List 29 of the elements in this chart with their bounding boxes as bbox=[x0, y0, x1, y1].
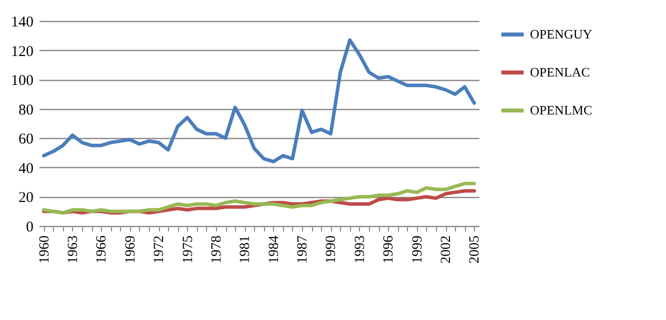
legend-label: OPENGUY bbox=[530, 26, 593, 42]
line-series bbox=[42, 38, 476, 164]
x-tick-label: 1975 bbox=[180, 236, 196, 264]
x-tick-label: 1966 bbox=[94, 236, 110, 264]
x-tick-label: 1993 bbox=[352, 236, 368, 264]
x-tick-label: 1987 bbox=[296, 236, 311, 264]
x-tick-label: 1981 bbox=[238, 236, 254, 264]
x-tick-label: 1999 bbox=[410, 236, 426, 264]
x-tick-label: 1990 bbox=[324, 236, 340, 264]
y-tick-label: 80 bbox=[18, 102, 34, 118]
x-tick-label: 1996 bbox=[382, 236, 397, 264]
x-tick-label: 1963 bbox=[66, 236, 81, 264]
y-tick-label: 120 bbox=[11, 44, 34, 60]
line-series bbox=[42, 182, 476, 215]
legend-label: OPENLMC bbox=[530, 102, 592, 118]
y-tick-label: 60 bbox=[18, 132, 34, 148]
x-tick-label: 2002 bbox=[439, 236, 454, 264]
x-tick-label: 1984 bbox=[266, 236, 282, 264]
y-tick-label: 0 bbox=[26, 220, 34, 236]
x-tick-label: 2005 bbox=[468, 236, 483, 264]
x-tick-label: 1972 bbox=[152, 236, 168, 264]
x-tick-label: 1978 bbox=[209, 236, 224, 264]
y-tick-label: 40 bbox=[18, 160, 34, 177]
legend-label: OPENLAC bbox=[530, 64, 590, 80]
x-tick-label: 1960 bbox=[37, 236, 52, 264]
y-tick-label: 100 bbox=[11, 73, 34, 90]
y-tick-label: 20 bbox=[18, 190, 34, 206]
y-tick-label: 140 bbox=[11, 14, 34, 30]
x-tick-label: 1969 bbox=[123, 236, 138, 264]
